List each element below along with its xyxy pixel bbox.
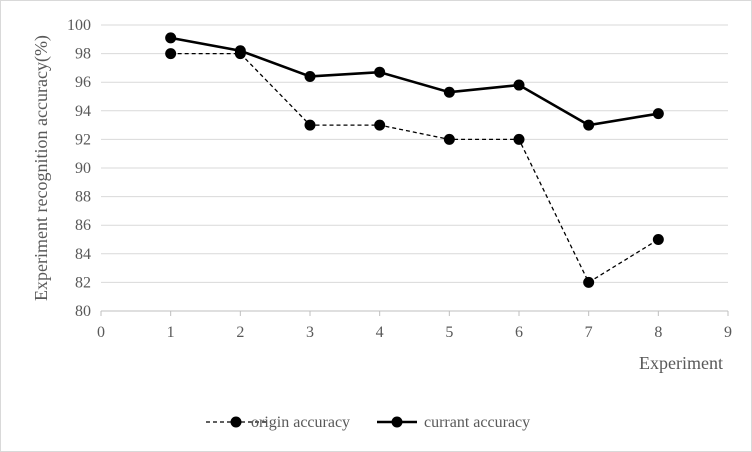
legend: origin accuracy currant accuracy (206, 414, 530, 431)
x-tick-label: 0 (97, 324, 105, 341)
data-point (304, 70, 316, 82)
data-point (652, 234, 664, 245)
y-tick-label: 90 (75, 160, 91, 177)
y-tick-label: 82 (75, 274, 91, 291)
gridlines (101, 24, 728, 283)
legend-marker-icon (391, 416, 403, 428)
x-tick-label: 8 (654, 324, 662, 341)
y-tick-label: 100 (67, 17, 91, 34)
legend-item-1: origin accuracy (206, 414, 350, 431)
series-2 (165, 32, 664, 131)
data-point (374, 66, 386, 78)
legend-label: currant accuracy (424, 414, 530, 431)
y-tick-label: 86 (75, 217, 91, 234)
data-point (374, 119, 386, 131)
data-point (304, 119, 316, 131)
x-axis-title: Experiment (639, 353, 723, 373)
legend-label: origin accuracy (251, 414, 350, 431)
x-tick-label: 5 (445, 324, 453, 341)
x-tick-label: 4 (376, 324, 384, 341)
data-point (443, 133, 455, 145)
axes: 80 82 84 86 88 90 92 94 96 98 100 0 1 2 3 4 5 6 7 8 9 (67, 17, 732, 341)
data-point (652, 108, 664, 120)
y-tick-label: 98 (75, 46, 91, 63)
y-tick-label: 88 (75, 189, 91, 206)
data-point (583, 276, 595, 288)
x-tick-label: 3 (306, 324, 314, 341)
x-tick-label: 7 (585, 324, 593, 341)
legend-marker-icon (230, 416, 242, 428)
x-tick-label: 6 (515, 324, 523, 341)
y-tick-label: 92 (75, 131, 91, 148)
y-tick-label: 80 (75, 303, 91, 320)
x-tick-label: 1 (167, 324, 175, 341)
y-tick-label: 96 (75, 74, 91, 91)
x-tick-label: 9 (724, 324, 732, 341)
y-axis-title: Experiment recognition accuracy(%) (31, 35, 52, 301)
data-point (165, 32, 177, 44)
data-point (165, 48, 177, 60)
y-tick-label: 94 (75, 103, 91, 120)
data-point (583, 119, 595, 131)
series-layer (165, 32, 664, 288)
y-tick-label: 84 (75, 246, 91, 263)
data-point (513, 79, 525, 91)
series-line-2 (170, 36, 659, 127)
data-point (443, 86, 455, 98)
data-point (513, 133, 525, 145)
legend-item-2: currant accuracy (377, 414, 530, 431)
data-point (234, 45, 246, 57)
series-line-1 (170, 52, 659, 284)
x-tick-label: 2 (236, 324, 244, 341)
